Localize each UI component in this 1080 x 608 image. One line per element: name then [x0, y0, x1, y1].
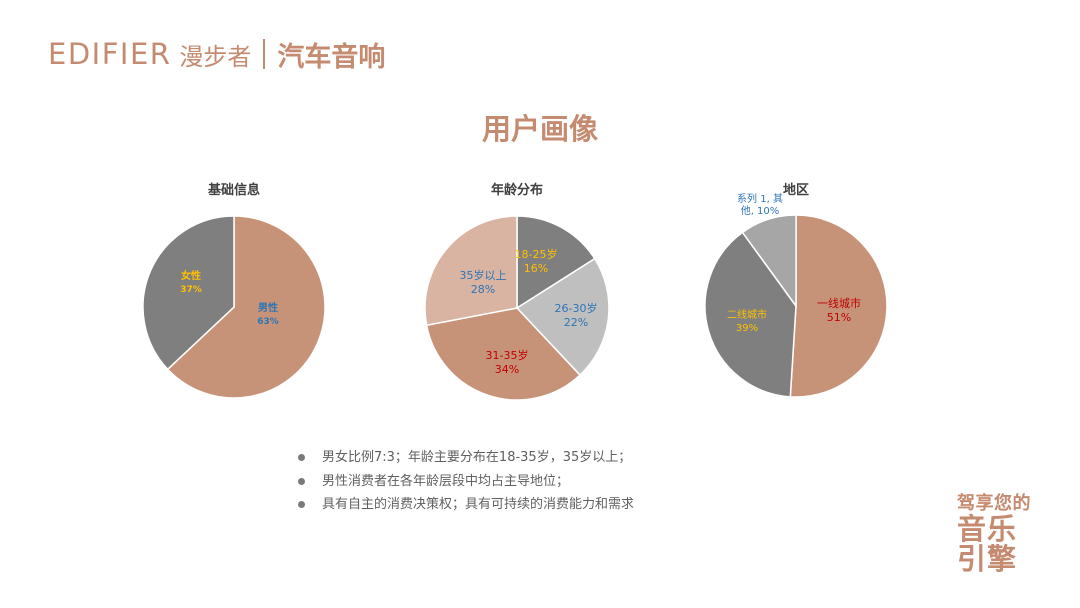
slice-label: 二线城市 39% — [727, 308, 767, 334]
pie-slice — [704, 231, 797, 398]
chart-title: 基础信息 — [207, 182, 260, 198]
summary-item: 男女比例7:3；年龄主要分布在18-35岁，35岁以上； — [296, 446, 634, 470]
pie-slice — [515, 257, 610, 377]
summary-text: 男女比例7:3；年龄主要分布在18-35岁，35岁以上； — [322, 450, 632, 465]
brand-name-en: EDIFIER — [48, 37, 172, 71]
slogan-logo: 驾享您的 音乐 引擎 — [957, 493, 1041, 576]
brand-divider — [263, 39, 266, 69]
pie-slice — [741, 214, 797, 309]
slice-label: 男性 63% — [257, 301, 279, 327]
summary-list: 男女比例7:3；年龄主要分布在18-35岁，35岁以上； 男性消费者在各年龄层段… — [296, 446, 634, 517]
slice-label: 一线城市 51% — [817, 296, 861, 324]
pie-slice — [166, 215, 326, 399]
summary-item: 男性消费者在各年龄层段中均占主导地位； — [296, 470, 634, 494]
brand-product: 汽车音响 — [277, 41, 386, 73]
page-title: 用户画像 — [481, 112, 598, 146]
slice-label: 26-30岁 22% — [555, 301, 598, 329]
pie-slice — [425, 307, 582, 401]
slogan-line: 驾享您的 — [957, 493, 1031, 514]
slice-label: 系列 1, 其他, 10% — [737, 192, 783, 217]
brand-logo: EDIFIER 漫步者 汽车音响 — [48, 36, 386, 73]
slice-label: 女性 37% — [180, 269, 202, 295]
slice-label: 31-35岁 34% — [486, 348, 529, 376]
pie-slice — [424, 215, 518, 327]
bullet-icon — [298, 477, 305, 485]
summary-text: 具有自主的消费决策权；具有可持续的消费能力和需求 — [322, 497, 635, 512]
summary-item: 具有自主的消费决策权；具有可持续的消费能力和需求 — [296, 493, 634, 517]
pie-slice — [516, 215, 596, 310]
slogan-line: 引擎 — [957, 542, 1018, 576]
slice-label: 18-25岁 16% — [515, 247, 558, 275]
bullet-icon — [298, 454, 305, 462]
bullet-icon — [298, 501, 305, 509]
summary-text: 男性消费者在各年龄层段中均占主导地位； — [322, 473, 570, 489]
chart-title: 地区 — [783, 182, 809, 198]
slogan-line: 音乐 — [957, 512, 1018, 546]
slice-label: 35岁以上 28% — [460, 268, 507, 296]
chart-title: 年龄分布 — [491, 182, 543, 198]
pie-slice — [789, 214, 888, 398]
brand-name-cn: 漫步者 — [179, 42, 252, 71]
pie-slice — [142, 215, 235, 371]
